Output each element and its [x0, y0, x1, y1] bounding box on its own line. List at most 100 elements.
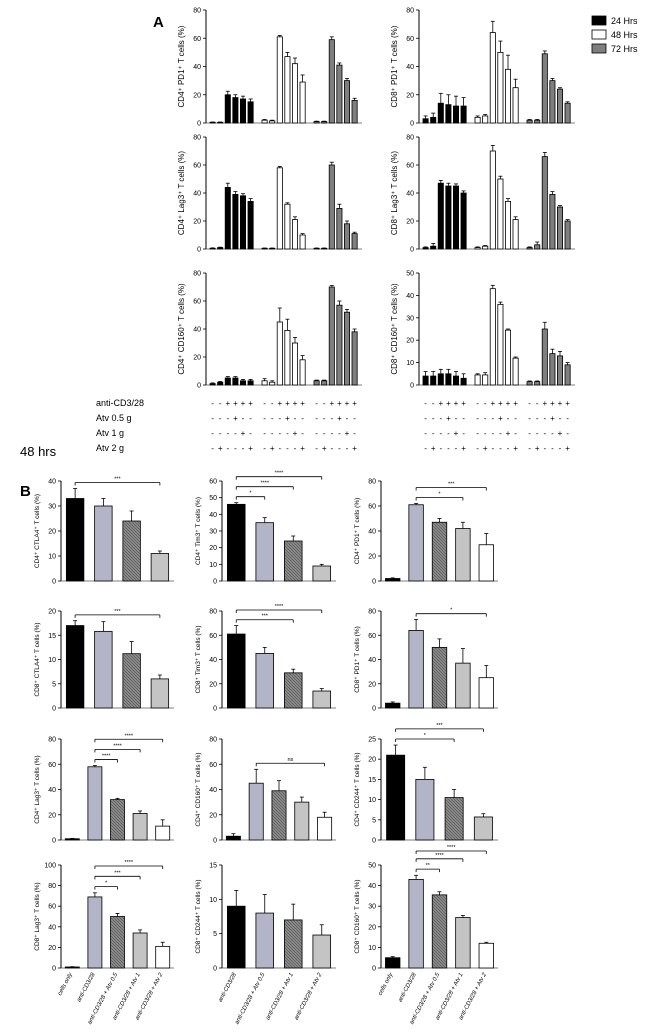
y-tick-label: 30	[48, 504, 56, 511]
bar	[156, 946, 170, 968]
bar	[557, 89, 562, 123]
condition-sign: -	[491, 444, 494, 453]
y-tick-label: 5	[372, 817, 376, 824]
condition-label-atv1: Atv 1 g	[96, 428, 124, 438]
legend: 24 Hrs 48 Hrs 72 Hrs	[592, 16, 638, 54]
y-tick-label: 40	[48, 924, 56, 931]
condition-sign: -	[301, 414, 304, 423]
bar	[565, 221, 570, 249]
y-tick-label: 20	[368, 681, 376, 688]
bar	[95, 631, 113, 708]
category-label: anti-CD3/28 + Atv 1	[265, 972, 295, 1021]
bar	[322, 122, 327, 123]
y-tick-label: 100	[44, 863, 56, 870]
y-tick-label: 30	[406, 315, 414, 322]
chart-b-2: 0102030405060CD4⁺ Tim3⁺ T cells (%)*****…	[195, 471, 336, 586]
y-axis-label: CD8⁺ CTLA4⁺ T cells (%)	[34, 622, 41, 696]
condition-sign: -	[528, 414, 531, 423]
significance-label: ns	[287, 757, 293, 763]
chart-b-5: 020406080CD8⁺ Tim3⁺ T cells (%)*******	[195, 604, 336, 712]
bar	[475, 248, 480, 249]
bar	[314, 122, 319, 123]
condition-sign: +	[300, 444, 305, 453]
bar	[513, 88, 518, 123]
bar	[295, 802, 309, 840]
condition-sign: -	[323, 399, 326, 408]
significance-label: ****	[125, 733, 134, 739]
condition-sign: -	[455, 444, 458, 453]
condition-sign: -	[315, 399, 318, 408]
panel-a-label: A	[153, 14, 164, 31]
y-tick-label: 0	[52, 838, 56, 845]
condition-sign: -	[462, 429, 465, 438]
panel-b-label: B	[20, 483, 31, 500]
bar	[352, 332, 357, 385]
bar	[387, 755, 405, 840]
bar	[65, 967, 79, 968]
condition-sign: -	[330, 444, 333, 453]
condition-sign: -	[432, 414, 435, 423]
condition-sign: +	[270, 444, 275, 453]
condition-sign: -	[514, 414, 517, 423]
significance-label: ***	[114, 609, 121, 615]
y-tick-label: 20	[48, 945, 56, 952]
condition-sign: -	[263, 429, 266, 438]
y-tick-label: 15	[209, 863, 217, 870]
condition-sign: +	[322, 444, 327, 453]
y-tick-label: 40	[193, 327, 201, 334]
y-tick-label: 20	[209, 545, 217, 552]
y-tick-label: 0	[372, 706, 376, 713]
significance-label: ****	[125, 860, 134, 866]
bar	[151, 679, 169, 708]
legend-swatch-72h	[592, 44, 606, 53]
bar	[456, 663, 471, 708]
y-tick-label: 20	[368, 554, 376, 561]
y-tick-label: 80	[48, 737, 56, 744]
bar	[535, 382, 540, 385]
bar	[490, 33, 495, 123]
condition-sign: -	[242, 414, 245, 423]
significance-label: *	[450, 608, 453, 614]
y-tick-label: 20	[193, 92, 201, 99]
condition-sign: +	[506, 399, 511, 408]
chart-b-1: 010203040CD4⁺ CTLA4⁺ T cells (%)***	[34, 477, 174, 586]
bar	[272, 791, 286, 840]
condition-sign: -	[484, 399, 487, 408]
condition-sign: +	[293, 429, 298, 438]
bar	[249, 783, 263, 840]
category-label: anti-CD3/28 + Atv 2	[458, 972, 488, 1022]
bar	[453, 376, 458, 385]
y-tick-label: 0	[410, 247, 414, 254]
condition-sign: -	[432, 429, 435, 438]
category-label: cells only	[57, 971, 74, 996]
bar	[461, 106, 466, 123]
condition-sign: -	[476, 414, 479, 423]
y-tick-label: 10	[48, 554, 56, 561]
bar	[66, 499, 84, 582]
bar	[352, 234, 357, 249]
bar	[409, 630, 424, 708]
condition-sign: -	[338, 444, 341, 453]
bar	[88, 767, 102, 840]
bar	[344, 224, 349, 249]
condition-sign: +	[446, 399, 451, 408]
y-axis-label: CD4⁺ Lag3⁺ T cells (%)	[34, 755, 41, 823]
condition-sign: -	[226, 429, 229, 438]
condition-sign: -	[491, 429, 494, 438]
condition-sign: +	[513, 399, 518, 408]
condition-sign: +	[454, 429, 459, 438]
condition-sign: -	[447, 429, 450, 438]
y-tick-label: 80	[193, 271, 201, 278]
y-tick-label: 0	[410, 383, 414, 390]
bar	[431, 246, 436, 249]
condition-sign: -	[424, 399, 427, 408]
y-axis-label: CD8⁺ Lag3⁺ T cells (%)	[34, 882, 41, 950]
bar	[557, 207, 562, 249]
bar	[475, 117, 480, 123]
condition-sign: +	[498, 414, 503, 423]
bar	[461, 193, 466, 249]
condition-sign: +	[506, 429, 511, 438]
y-axis-label: CD4⁺ Tim3⁺ T cells (%)	[195, 497, 202, 565]
condition-sign: -	[234, 429, 237, 438]
charts: 020406080CD4⁺ PD1⁺ T cells (%)020406080C…	[34, 8, 575, 1026]
